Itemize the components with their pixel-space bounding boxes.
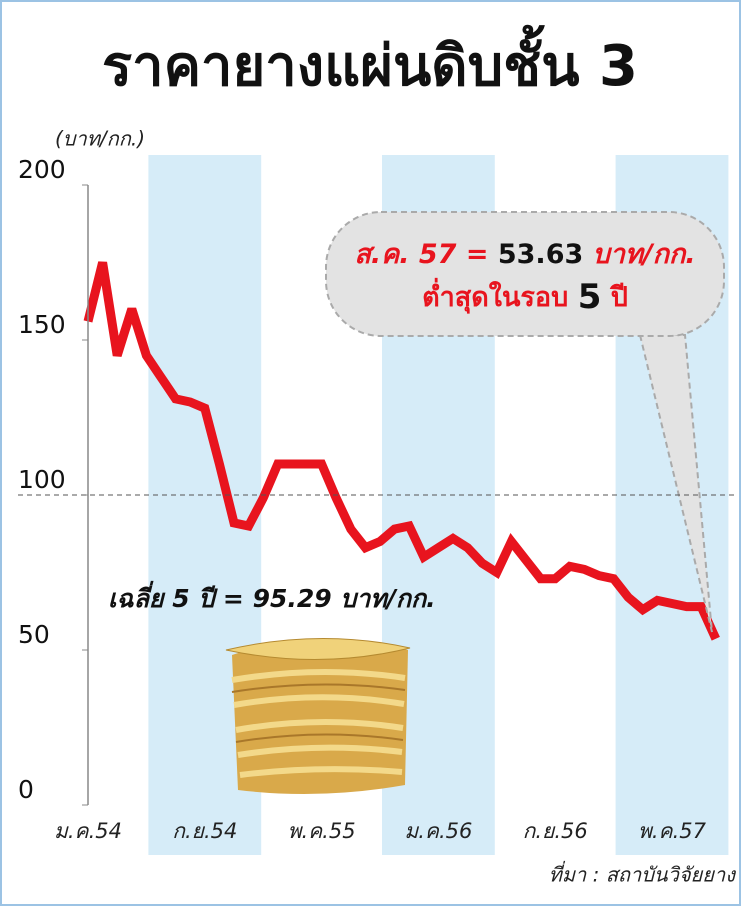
source: ที่มา : สถาบันวิจัยยาง: [549, 861, 737, 887]
y-tick-label: 200: [18, 155, 66, 184]
callout-text: ปี: [609, 282, 628, 313]
x-tick-label: พ.ค.55: [288, 819, 356, 843]
x-tick-label: พ.ค.57: [638, 819, 707, 843]
chart: ราคายางแผ่นดิบชั้น 3 (บาท/กก.) ส.ค. 57 =…: [0, 0, 741, 906]
y-tick-label: 0: [18, 775, 34, 804]
callout-text: ส.ค. 57 =: [354, 239, 488, 270]
x-tick-label: ก.ย.56: [523, 819, 588, 843]
page: {"chart_data": { "type": "line", "title"…: [0, 0, 741, 906]
x-tick-label: ม.ค.54: [54, 819, 122, 843]
y-tick-label: 50: [18, 620, 50, 649]
y-tick-label: 150: [18, 310, 66, 339]
x-tick-label: ก.ย.54: [172, 819, 237, 843]
callout-value: 53.63: [498, 239, 583, 270]
callout-value: 5: [578, 277, 602, 317]
average-note: เฉลี่ย 5 ปี = 95.29 บาท/กก.: [108, 580, 436, 613]
callout-text: บาท/กก.: [593, 239, 696, 270]
callout-text: ต่ำสุดในรอบ: [422, 277, 568, 314]
y-tick-label: 100: [18, 465, 66, 494]
x-tick-label: ม.ค.56: [404, 819, 472, 843]
y-axis-label: (บาท/กก.): [55, 127, 145, 151]
chart-title: ราคายางแผ่นดิบชั้น 3: [102, 25, 638, 99]
callout-line-2: ต่ำสุดในรอบ 5 ปี: [422, 277, 628, 317]
callout-line-1: ส.ค. 57 = 53.63 บาท/กก.: [354, 239, 695, 270]
rubber-sheets-illustration: [226, 638, 410, 794]
